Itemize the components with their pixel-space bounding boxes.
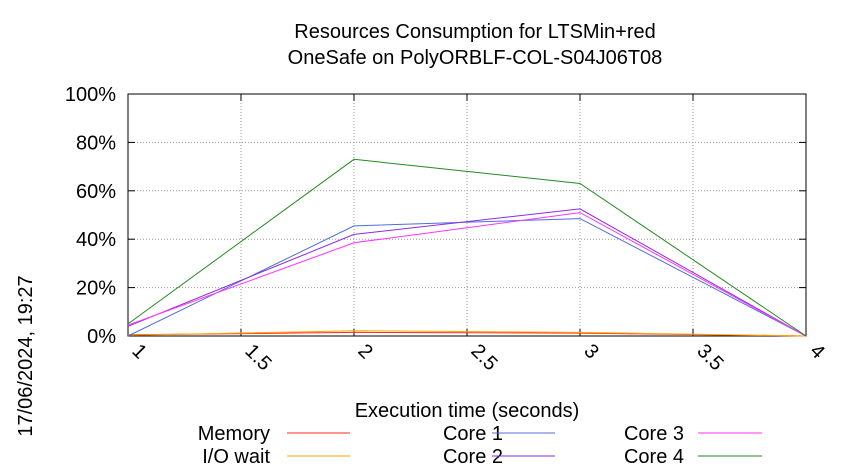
series-line-i-o-wait [127, 330, 807, 337]
grid [128, 94, 806, 336]
x-tick-label-4: 3 [579, 340, 602, 363]
axes [127, 93, 807, 337]
legend-label-i-o-wait: I/O wait [202, 446, 270, 468]
legend-label-core-2: Core 2 [443, 446, 503, 468]
y-tick-label-2: 40% [76, 229, 116, 251]
x-tick-label-3: 2.5 [466, 340, 501, 375]
x-tick-label-0: 1 [127, 340, 150, 363]
y-tick-label-3: 60% [76, 181, 116, 203]
legend-label-memory: Memory [198, 423, 270, 445]
y-tick-label-1: 20% [76, 278, 116, 300]
chart-title-line-1: Resources Consumption for LTSMin+red [294, 21, 655, 43]
legend-label-core-3: Core 3 [624, 423, 684, 445]
series-line-core-4 [127, 158, 807, 337]
x-tick-labels: 1 1.5 2 2.5 3 3.5 4 [127, 340, 828, 375]
timestamp-label: 17/06/2024, 19:27 [15, 275, 37, 436]
series-line-core-3 [127, 212, 807, 337]
x-tick-label-1: 1.5 [240, 340, 275, 375]
legend-label-core-1: Core 1 [443, 423, 503, 445]
x-tick-label-6: 4 [805, 340, 828, 363]
x-tick-label-5: 3.5 [692, 340, 727, 375]
series-line-core-2 [127, 208, 807, 337]
series-lines [127, 158, 807, 337]
y-tick-label-4: 80% [76, 132, 116, 154]
series-line-core-1 [127, 218, 807, 337]
x-axis-label: Execution time (seconds) [355, 400, 580, 422]
x-tick-label-2: 2 [353, 340, 376, 363]
y-tick-labels: 0% 20% 40% 60% 80% 100% [65, 84, 116, 348]
chart-title-line-2: OneSafe on PolyORBLF-COL-S04J06T08 [288, 47, 663, 69]
legend-label-core-4: Core 4 [624, 446, 684, 468]
y-tick-label-0: 0% [87, 326, 116, 348]
y-tick-label-5: 100% [65, 84, 116, 106]
